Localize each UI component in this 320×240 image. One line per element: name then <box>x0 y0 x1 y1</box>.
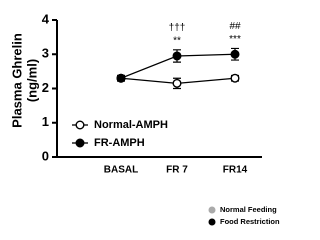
significance-mark: *** <box>229 34 241 45</box>
group-legend-marker <box>208 206 216 214</box>
y-tick-label: 3 <box>42 46 49 61</box>
significance-mark: ## <box>229 21 241 32</box>
data-point <box>116 73 126 83</box>
x-tick-label: FR14 <box>223 165 248 176</box>
legend-label: FR-AMPH <box>94 137 145 149</box>
data-point <box>230 49 240 59</box>
y-axis-label: Plasma Ghrelin <box>9 33 24 128</box>
y-tick-label: 4 <box>42 11 50 26</box>
chart: 0 1 2 3 4 Plasma Ghrelin (ng/ml) BASAL FR 7 FR14 N… <box>9 11 280 226</box>
x-tick-label: FR 7 <box>166 165 188 176</box>
significance-mark: ††† <box>169 22 186 33</box>
legend-marker <box>75 120 85 130</box>
y-axis-label: (ng/ml) <box>24 59 39 102</box>
group-legend-marker <box>208 218 216 226</box>
legend-label: Normal-AMPH <box>94 119 168 131</box>
data-point <box>230 73 240 83</box>
significance-mark: ** <box>173 35 181 46</box>
data-point <box>172 51 182 61</box>
data-point <box>172 78 182 88</box>
legend-marker <box>75 138 85 148</box>
y-tick-label: 2 <box>42 80 49 95</box>
y-tick-label: 0 <box>42 148 49 163</box>
y-tick-label: 1 <box>42 114 49 129</box>
group-legend-label: Food Restriction <box>220 217 280 226</box>
x-tick-label: BASAL <box>104 165 138 176</box>
group-legend-label: Normal Feeding <box>220 205 277 214</box>
